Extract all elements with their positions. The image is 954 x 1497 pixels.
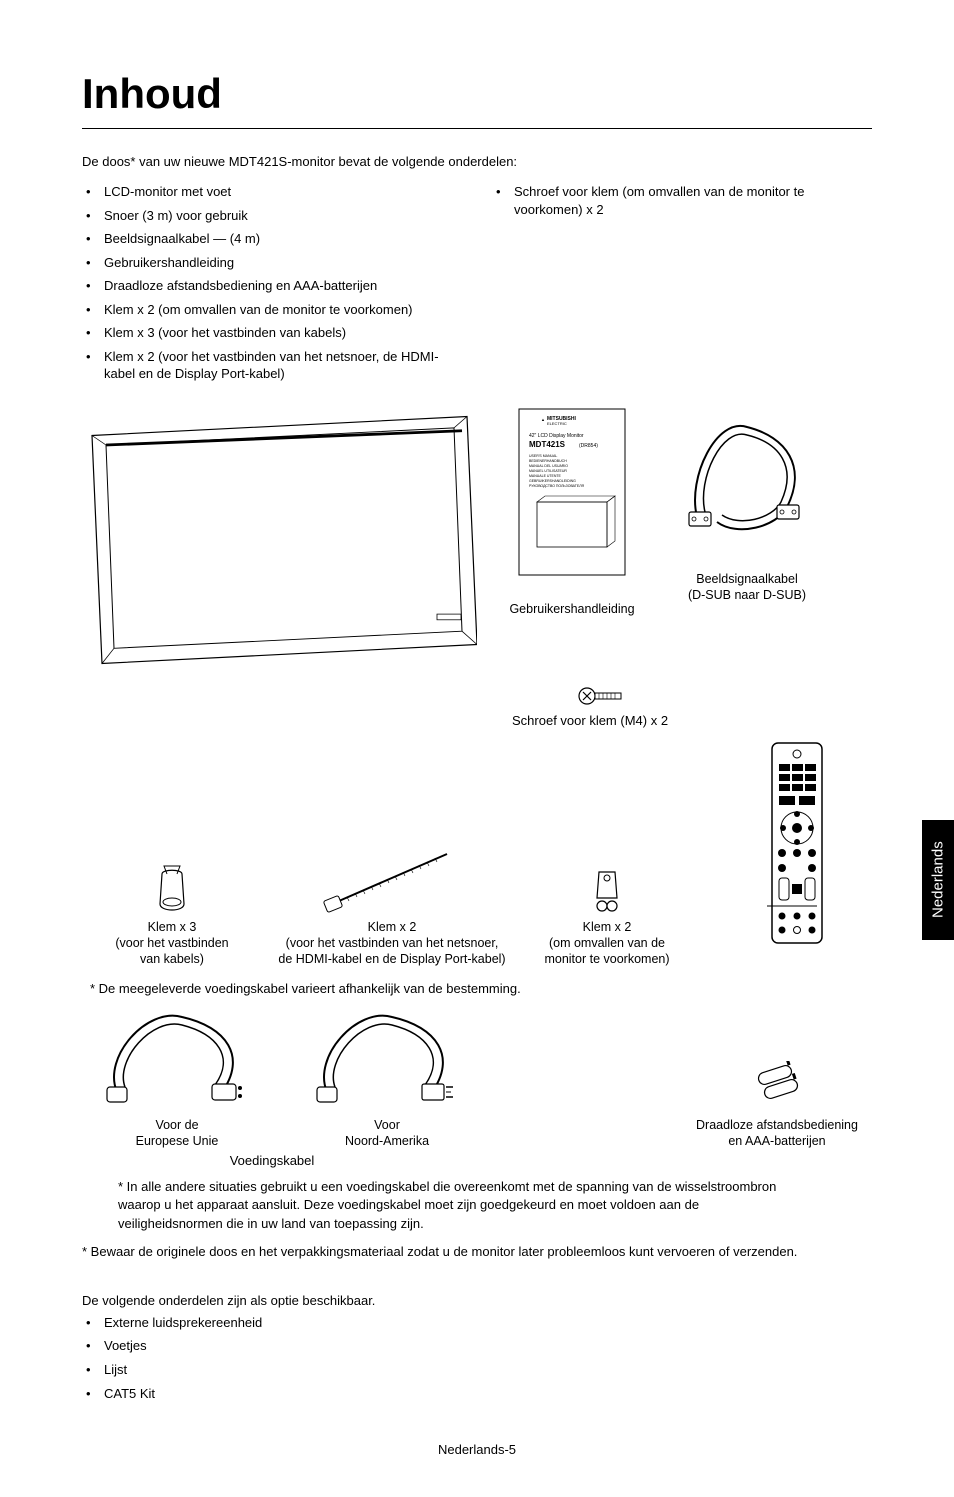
remote-caption-2: en AAA-batterijen	[682, 1133, 872, 1149]
manual-caption: Gebruikershandleiding	[507, 601, 637, 617]
cord-na-icon	[307, 1002, 467, 1112]
cord-note-intro: * De meegeleverde voedingskabel varieert…	[82, 981, 872, 996]
list-item: Schroef voor klem (om omvallen van de mo…	[514, 183, 872, 218]
list-item: LCD-monitor met voet	[104, 183, 462, 201]
signal-cable-caption-1: Beeldsignaalkabel	[667, 571, 827, 587]
svg-text:MDT421S: MDT421S	[529, 440, 566, 449]
screw-caption: Schroef voor klem (M4) x 2	[512, 683, 872, 728]
list-item: Klem x 3 (voor het vastbinden van kabels…	[104, 324, 462, 342]
page-title: Inhoud	[82, 70, 872, 118]
optional-intro: De volgende onderdelen zijn als optie be…	[82, 1293, 872, 1308]
cord-na-caption-1: Voor	[292, 1117, 482, 1133]
svg-text:РУКОВОДСТВО ПОЛЬЗОВАТЕЛЯ: РУКОВОДСТВО ПОЛЬЗОВАТЕЛЯ	[529, 484, 584, 488]
signal-cable-caption-2: (D-SUB naar D-SUB)	[667, 587, 827, 603]
clamp-icon	[142, 864, 202, 914]
clamp2b-figure: Klem x 2 (om omvallen van de monitor te …	[522, 864, 692, 967]
svg-text:(DR854): (DR854)	[579, 443, 598, 449]
storage-note: * Bewaar de originele doos en het verpak…	[82, 1243, 872, 1261]
list-item: Beeldsignaalkabel — (4 m)	[104, 230, 462, 248]
clamp2a-caption-3: de HDMI-kabel en de Display Port-kabel)	[272, 951, 512, 967]
list-item: Lijst	[104, 1361, 872, 1379]
contents-columns: LCD-monitor met voet Snoer (3 m) voor ge…	[82, 183, 872, 389]
title-rule	[82, 128, 872, 129]
svg-text:GEBRUIKERSHANDLEIDING: GEBRUIKERSHANDLEIDING	[529, 479, 576, 483]
signal-cable-figure: Beeldsignaalkabel (D-SUB naar D-SUB)	[667, 407, 827, 604]
svg-text:BEDIENERHANDBUCH: BEDIENERHANDBUCH	[529, 459, 567, 463]
clamp2a-figure: Klem x 2 (voor het vastbinden van het ne…	[272, 844, 512, 967]
clip-icon	[577, 864, 637, 914]
clamp2a-caption-2: (voor het vastbinden van het netsnoer,	[272, 935, 512, 951]
svg-text:▲: ▲	[541, 417, 545, 422]
list-item: CAT5 Kit	[104, 1385, 872, 1403]
cord-na-figure: Voor Noord-Amerika	[292, 1002, 482, 1149]
remote-icon	[767, 738, 827, 963]
svg-text:MANUAL DEL USUARIO: MANUAL DEL USUARIO	[529, 464, 568, 468]
list-item: Klem x 2 (om omvallen van de monitor te …	[104, 301, 462, 319]
list-item: Draadloze afstandsbediening en AAA-batte…	[104, 277, 462, 295]
clamp2b-caption-1: Klem x 2	[522, 919, 692, 935]
cord-eu-figure: Voor de Europese Unie	[82, 1002, 272, 1149]
left-list: LCD-monitor met voet Snoer (3 m) voor ge…	[82, 183, 462, 383]
page-footer: Nederlands-5	[82, 1442, 872, 1457]
svg-text:ELECTRIC: ELECTRIC	[547, 421, 567, 426]
monitor-icon	[82, 407, 477, 667]
monitor-figure	[82, 407, 477, 671]
battery-icon	[750, 1061, 805, 1106]
manual-icon: ▲ MITSUBISHI ELECTRIC 42" LCD Display Mo…	[517, 407, 627, 577]
language-tab: Nederlands	[922, 820, 954, 940]
cord-eu-caption-1: Voor de	[82, 1117, 272, 1133]
clamp3-figure: Klem x 3 (voor het vastbinden van kabels…	[82, 864, 262, 967]
list-item: Klem x 2 (voor het vastbinden van het ne…	[104, 348, 462, 383]
manual-figure: ▲ MITSUBISHI ELECTRIC 42" LCD Display Mo…	[507, 407, 637, 618]
svg-text:42" LCD Display Monitor: 42" LCD Display Monitor	[529, 433, 584, 439]
svg-text:USER'S MANUAL: USER'S MANUAL	[529, 454, 557, 458]
list-item: Gebruikershandleiding	[104, 254, 462, 272]
cord-eu-caption-2: Europese Unie	[82, 1133, 272, 1149]
cord-center-caption: Voedingskabel	[82, 1153, 462, 1168]
clamp2b-caption-3: monitor te voorkomen)	[522, 951, 692, 967]
list-item: Externe luidsprekereenheid	[104, 1314, 872, 1332]
screw-icon	[577, 683, 627, 709]
svg-text:MANUALE UTENTE: MANUALE UTENTE	[529, 474, 562, 478]
clamp2b-caption-2: (om omvallen van de	[522, 935, 692, 951]
cord-note: * In alle andere situaties gebruikt u ee…	[118, 1178, 798, 1233]
list-item: Snoer (3 m) voor gebruik	[104, 207, 462, 225]
remote-caption-1: Draadloze afstandsbediening	[682, 1117, 872, 1133]
optional-list: Externe luidsprekereenheid Voetjes Lijst…	[82, 1314, 872, 1402]
remote-figure	[722, 738, 872, 967]
svg-text:MANUEL UTILISATEUR: MANUEL UTILISATEUR	[529, 469, 567, 473]
cord-na-caption-2: Noord-Amerika	[292, 1133, 482, 1149]
clamp2a-caption-1: Klem x 2	[272, 919, 512, 935]
cable-icon	[677, 407, 817, 547]
cord-eu-icon	[97, 1002, 257, 1112]
right-list: Schroef voor klem (om omvallen van de mo…	[492, 183, 872, 218]
list-item: Voetjes	[104, 1337, 872, 1355]
remote-caption-block: Draadloze afstandsbediening en AAA-batte…	[682, 1061, 872, 1149]
screw-figure	[577, 683, 627, 713]
clamp3-caption-3: van kabels)	[82, 951, 262, 967]
cable-tie-icon	[317, 844, 467, 914]
clamp3-caption-2: (voor het vastbinden	[82, 935, 262, 951]
intro-text: De doos* van uw nieuwe MDT421S-monitor b…	[82, 154, 872, 169]
clamp3-caption-1: Klem x 3	[82, 919, 262, 935]
